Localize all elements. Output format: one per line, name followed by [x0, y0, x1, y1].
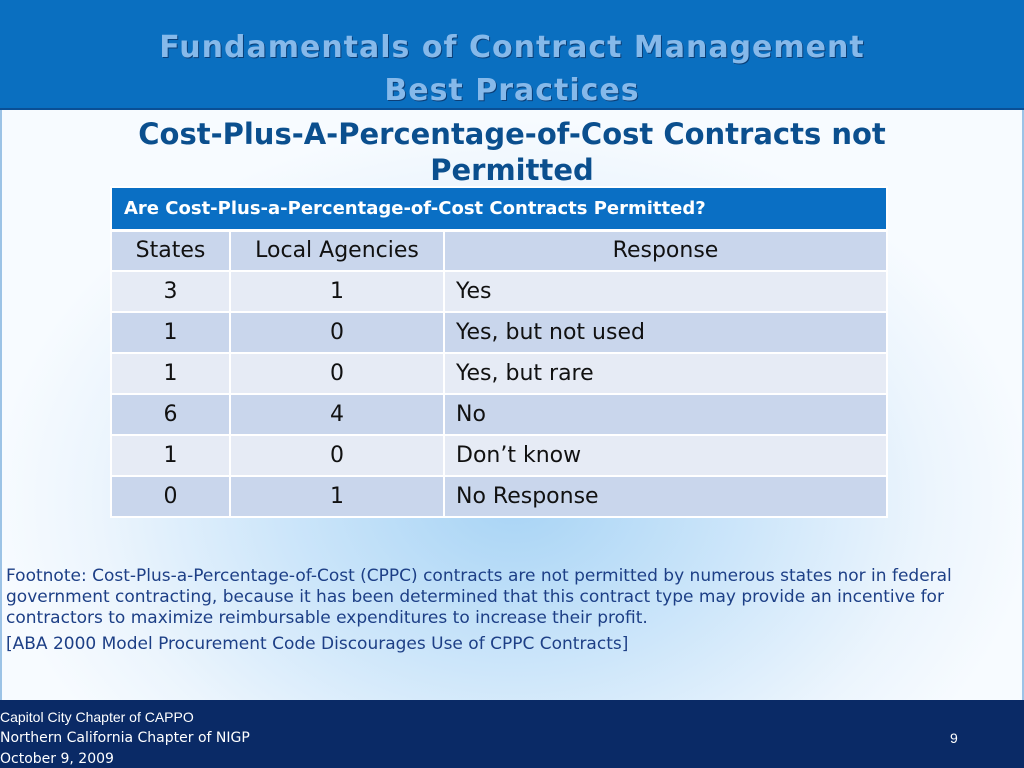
cell-states: 1: [110, 311, 231, 354]
table-row: 1 0 Yes, but rare: [110, 352, 888, 395]
column-header-local-agencies: Local Agencies: [229, 229, 445, 272]
cell-local-agencies: 4: [229, 393, 445, 436]
page-number: 9: [950, 730, 958, 746]
footer-line-organization-2: Northern California Chapter of NIGP: [0, 730, 250, 746]
cell-local-agencies: 0: [229, 352, 445, 395]
footer-line-organization-1: Capitol City Chapter of CAPPO: [0, 709, 194, 725]
slide-header: [0, 0, 1024, 110]
footnote-reference: [ABA 2000 Model Procurement Code Discour…: [6, 634, 629, 654]
table-title: Are Cost-Plus-a-Percentage-of-Cost Contr…: [110, 186, 888, 232]
cell-local-agencies: 1: [229, 270, 445, 313]
response-table: Are Cost-Plus-a-Percentage-of-Cost Contr…: [110, 186, 888, 518]
cell-response: Yes, but not used: [443, 311, 888, 354]
table-row: 0 1 No Response: [110, 475, 888, 518]
cell-response: No: [443, 393, 888, 436]
table-row: 6 4 No: [110, 393, 888, 436]
table-title-row: Are Cost-Plus-a-Percentage-of-Cost Contr…: [110, 186, 888, 232]
cell-states: 1: [110, 352, 231, 395]
slide-subtitle-line-2: Permitted: [430, 153, 594, 187]
slide-title-line-2: Best Practices: [384, 73, 640, 108]
cell-local-agencies: 1: [229, 475, 445, 518]
cell-response: No Response: [443, 475, 888, 518]
table-header-row: States Local Agencies Response: [110, 229, 888, 272]
slide-title-line-1: Fundamentals of Contract Management: [159, 30, 865, 65]
cell-states: 3: [110, 270, 231, 313]
column-header-states: States: [110, 229, 231, 272]
cell-local-agencies: 0: [229, 434, 445, 477]
slide-footer: [0, 700, 1024, 768]
cell-local-agencies: 0: [229, 311, 445, 354]
table-row: 1 0 Don’t know: [110, 434, 888, 477]
cell-response: Don’t know: [443, 434, 888, 477]
cell-states: 6: [110, 393, 231, 436]
column-header-response: Response: [443, 229, 888, 272]
cell-states: 0: [110, 475, 231, 518]
table-row: 1 0 Yes, but not used: [110, 311, 888, 354]
footer-date: October 9, 2009: [0, 751, 114, 767]
table-row: 3 1 Yes: [110, 270, 888, 313]
cell-states: 1: [110, 434, 231, 477]
footnote-text: Footnote: Cost-Plus-a-Percentage-of-Cost…: [6, 566, 952, 628]
cell-response: Yes, but rare: [443, 352, 888, 395]
cell-response: Yes: [443, 270, 888, 313]
slide-subtitle-line-1: Cost-Plus-A-Percentage-of-Cost Contracts…: [138, 117, 886, 151]
